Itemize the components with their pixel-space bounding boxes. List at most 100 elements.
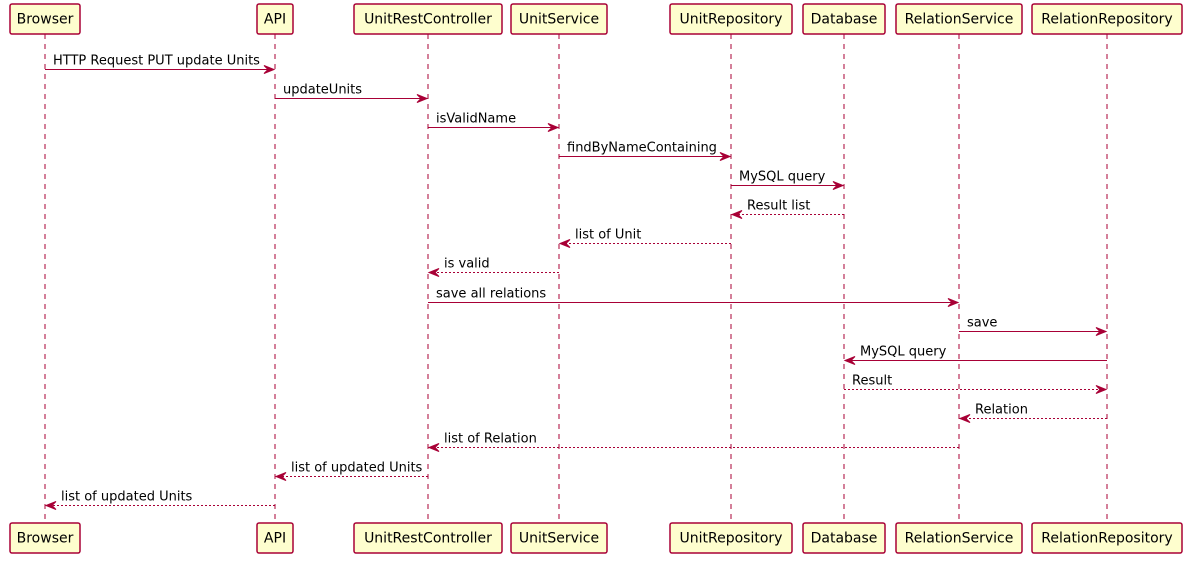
message-6: Result list <box>730 199 844 219</box>
message-15: list of updated Units <box>274 461 428 481</box>
message-14: list of Relation <box>427 432 959 452</box>
participant-label: API <box>264 531 286 547</box>
participant-box <box>669 3 793 35</box>
message-5: MySQL query <box>731 170 845 190</box>
participant-box <box>669 522 793 554</box>
message-label: is valid <box>444 257 490 272</box>
message-12: Result <box>844 374 1108 394</box>
participant-label: UnitRepository <box>680 12 783 28</box>
participant-label: UnitService <box>519 531 599 547</box>
arrowhead-icon <box>719 152 732 161</box>
participant-box <box>802 522 886 554</box>
participant-bottom-browser: Browser <box>9 522 81 554</box>
participant-label: UnitRestController <box>364 12 492 28</box>
participant-box <box>256 522 294 554</box>
participant-box <box>895 522 1023 554</box>
arrowhead-icon <box>558 239 571 248</box>
message-10: save <box>959 316 1108 336</box>
participant-top-relationrepository: RelationRepository <box>1031 3 1183 35</box>
participant-bottom-relationrepository: RelationRepository <box>1031 522 1183 554</box>
message-label: list of updated Units <box>291 461 423 476</box>
message-3: isValidName <box>428 112 560 132</box>
participant-bottom-database: Database <box>802 522 886 554</box>
participant-top-api: API <box>256 3 294 35</box>
participant-top-unitservice: UnitService <box>510 3 608 35</box>
arrowhead-icon <box>427 268 440 277</box>
message-13: Relation <box>958 403 1107 423</box>
lifelines <box>44 34 1108 523</box>
participant-box <box>1031 3 1183 35</box>
message-11: MySQL query <box>843 345 1107 365</box>
participant-label: Database <box>811 531 878 547</box>
message-label: MySQL query <box>860 345 947 360</box>
message-label: findByNameContaining <box>567 141 717 156</box>
participant-box <box>895 3 1023 35</box>
participants-bottom: Browser API UnitRestController UnitService U… <box>9 522 1183 554</box>
arrowhead-icon <box>1095 327 1108 336</box>
participant-label: UnitRestController <box>364 531 492 547</box>
arrowhead-icon <box>44 501 57 510</box>
message-label: MySQL query <box>739 170 826 185</box>
arrowhead-icon <box>263 65 276 74</box>
participant-box <box>1031 522 1183 554</box>
participant-label: Browser <box>17 531 74 547</box>
message-4: findByNameContaining <box>559 141 732 161</box>
arrowhead-icon <box>274 472 287 481</box>
arrowhead-icon <box>1095 385 1108 394</box>
message-label: Result <box>852 374 892 389</box>
arrowhead-icon <box>958 414 971 423</box>
participant-top-unitrestcontroller: UnitRestController <box>353 3 503 35</box>
message-label: save <box>967 316 997 331</box>
participant-label: RelationRepository <box>1041 531 1172 547</box>
participant-bottom-unitrepository: UnitRepository <box>669 522 793 554</box>
message-8: is valid <box>427 257 559 277</box>
participant-label: RelationService <box>905 12 1014 28</box>
participant-label: Database <box>811 12 878 28</box>
participant-box <box>510 3 608 35</box>
participant-bottom-relationservice: RelationService <box>895 522 1023 554</box>
messages: HTTP Request PUT update Units updateUnits… <box>44 54 1108 510</box>
arrowhead-icon <box>843 356 856 365</box>
message-label: isValidName <box>436 112 516 127</box>
message-label: Result list <box>747 199 810 214</box>
participant-top-relationservice: RelationService <box>895 3 1023 35</box>
message-9: save all relations <box>428 287 960 307</box>
message-label: Relation <box>975 403 1028 418</box>
arrowhead-icon <box>947 298 960 307</box>
message-label: list of updated Units <box>61 490 193 505</box>
message-label: save all relations <box>436 287 546 302</box>
participant-box <box>802 3 886 35</box>
participant-label: UnitService <box>519 12 599 28</box>
participant-label: UnitRepository <box>680 531 783 547</box>
participant-box <box>353 3 503 35</box>
participant-box <box>9 3 81 35</box>
message-1: HTTP Request PUT update Units <box>45 54 276 74</box>
participant-label: RelationService <box>905 531 1014 547</box>
participant-top-unitrepository: UnitRepository <box>669 3 793 35</box>
participant-box <box>256 3 294 35</box>
participant-bottom-api: API <box>256 522 294 554</box>
arrowhead-icon <box>416 94 429 103</box>
participants-top: Browser API UnitRestController UnitService U… <box>9 3 1183 35</box>
participant-top-database: Database <box>802 3 886 35</box>
message-label: updateUnits <box>283 83 362 98</box>
participant-box <box>353 522 503 554</box>
participant-label: API <box>264 12 286 28</box>
message-label: list of Relation <box>444 432 537 447</box>
participant-label: RelationRepository <box>1041 12 1172 28</box>
message-label: list of Unit <box>575 228 641 243</box>
participant-box <box>9 522 81 554</box>
message-16: list of updated Units <box>44 490 275 510</box>
participant-top-browser: Browser <box>9 3 81 35</box>
participant-label: Browser <box>17 12 74 28</box>
message-7: list of Unit <box>558 228 731 248</box>
message-2: updateUnits <box>275 83 429 103</box>
arrowhead-icon <box>730 210 743 219</box>
arrowhead-icon <box>832 181 845 190</box>
participant-box <box>510 522 608 554</box>
participant-bottom-unitservice: UnitService <box>510 522 608 554</box>
arrowhead-icon <box>427 443 440 452</box>
arrowhead-icon <box>547 123 560 132</box>
message-label: HTTP Request PUT update Units <box>53 54 260 69</box>
participant-bottom-unitrestcontroller: UnitRestController <box>353 522 503 554</box>
